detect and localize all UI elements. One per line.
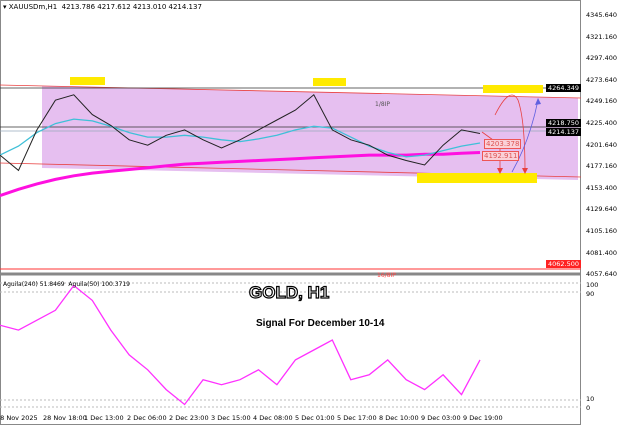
price-tick: 4081.400 [586,248,618,257]
time-tick: 2 Dec 23:00 [169,414,209,422]
channel-fill [42,86,578,180]
price-tick: 4129.640 [586,205,618,214]
level-10: 10 [586,395,595,403]
up-arrow [511,99,539,173]
time-tick: 4 Dec 08:00 [253,414,293,422]
ma-fast-label: 4203.378 [484,139,522,149]
price-tick: 4201.640 [586,140,618,149]
level-0: 0 [586,404,591,412]
price-tick: 4249.160 [586,97,618,106]
time-tick: 8 Dec 10:00 [379,414,419,422]
price-tick: 4321.160 [586,32,618,41]
oscillator-line [0,284,481,406]
highlight-support [417,173,537,183]
price-tick: 4297.400 [586,54,618,63]
level-90: 90 [586,290,595,298]
time-tick: 9 Dec 19:00 [463,414,503,422]
murray-bottom-label: 16/8IP [377,272,396,279]
time-tick: 28 Nov 2025 [0,414,38,422]
time-tick: 3 Dec 15:00 [211,414,251,422]
bid-price-box: 4214.137 [546,128,582,136]
highlight-top-1 [70,77,105,85]
time-tick: 5 Dec 01:00 [295,414,335,422]
price-tick: 4105.160 [586,227,618,235]
level-100: 100 [586,281,599,289]
price-tick: 4153.400 [586,183,618,192]
ma-fast-line [0,118,481,158]
time-tick: 1 Dec 13:00 [84,414,124,422]
time-tick: 28 Nov 18:00 [43,414,87,422]
time-tick: 2 Dec 06:00 [127,414,167,422]
chart-title: GOLD, H1 [248,282,330,302]
chart-subtitle: Signal For December 10-14 [256,318,385,329]
low-price-box: 4062.500 [546,260,582,268]
channel-top-line [0,84,582,99]
indicator-label: Aguila(240) 51.8469 Aguila(50) 100.3719 [3,281,131,288]
ma-slow-label: 4192.911 [482,151,520,161]
highlight-top-2 [313,78,346,86]
highlight-target [483,85,543,93]
time-tick: 5 Dec 17:00 [337,414,377,422]
price-tick: 4225.400 [586,119,618,127]
price-series [0,94,481,172]
time-tick: 9 Dec 03:00 [421,414,461,422]
price-tick: 4177.160 [586,162,618,171]
price-tick: 4057.640 [586,270,618,279]
murray-top-label: 1/8IP [375,101,391,108]
price-tick: 4273.640 [586,75,618,84]
line-price-box: 4218.750 [546,119,582,127]
resistance-price-box: 4264.349 [546,84,582,92]
price-tick: 4345.640 [586,11,618,19]
symbol-header: ▾ XAUUSDm,H1 4213.786 4217.612 4213.010 … [3,3,202,11]
